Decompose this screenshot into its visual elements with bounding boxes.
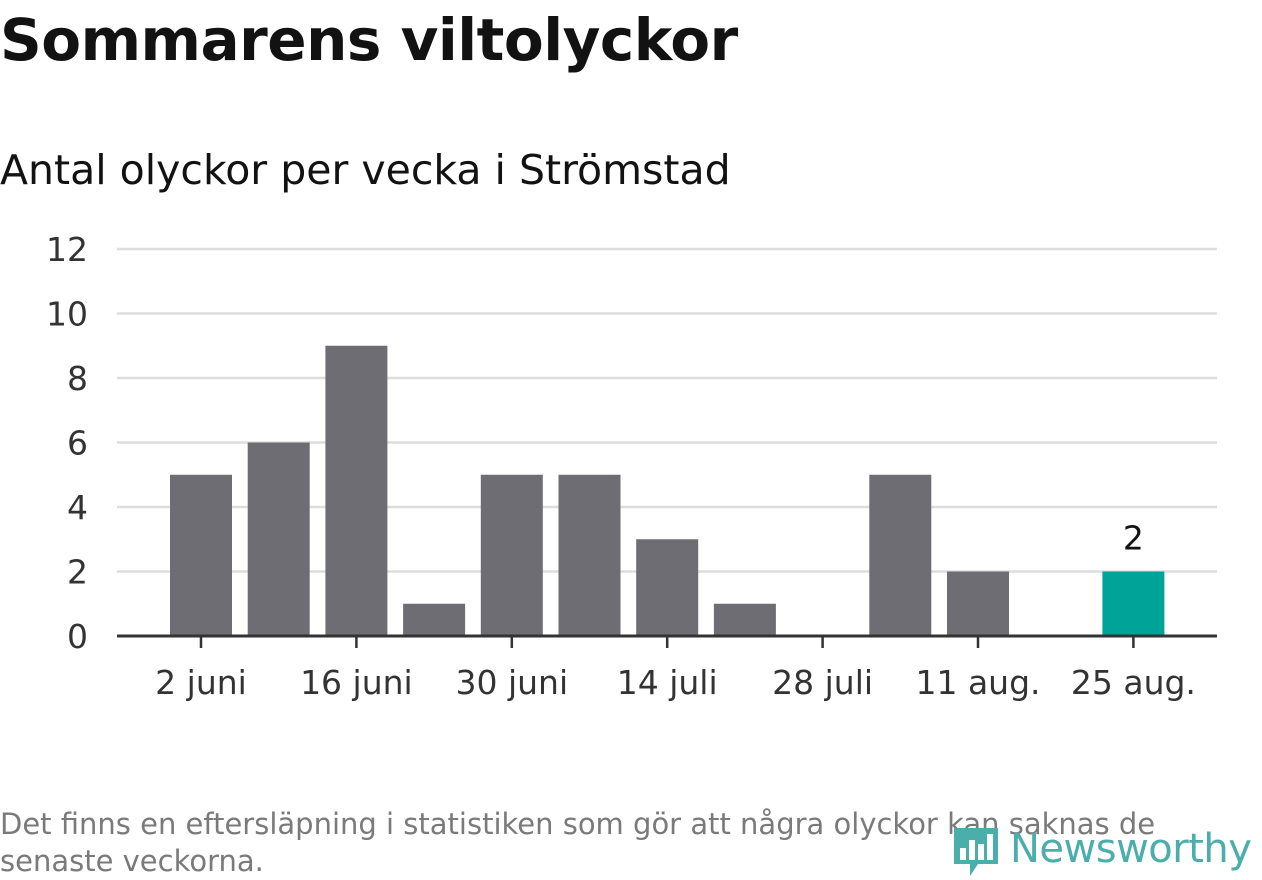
newsworthy-logo-icon [954,828,998,876]
bar [1102,571,1165,636]
bar [247,442,310,636]
x-tick-label: 30 juni [455,663,568,702]
bar-chart: 0 2 4 6 8 10 12 2 juni 16 juni 30 juni 14 juli 28 … [46,230,1217,702]
y-tick-label: 12 [46,230,88,269]
y-tick-label: 2 [67,553,88,592]
x-tick-label: 25 aug. [1071,663,1196,702]
bar [170,474,232,636]
newsworthy-logo: Newsworthy [950,818,1252,880]
y-tick-label: 0 [67,617,88,656]
y-tick-label: 4 [67,488,88,527]
x-tick-label: 16 juni [300,663,413,702]
bar [713,603,776,636]
newsworthy-logo-text: Newsworthy [1010,826,1252,872]
bar [869,474,932,636]
y-tick-label: 8 [67,359,88,398]
x-tick-label: 2 juni [155,663,247,702]
chart-subtitle: Antal olyckor per vecka i Strömstad [0,146,731,194]
bar [403,603,466,636]
bar [947,571,1009,636]
bar [558,474,621,636]
bars [170,345,1165,636]
bar [480,474,543,636]
y-tick-label: 6 [67,424,88,463]
data-label: 2 [1123,519,1144,558]
x-tick-label: 28 juli [772,663,873,702]
chart-title: Sommarens viltolyckor [0,6,738,74]
x-tick-label: 14 juli [617,663,718,702]
bar [636,539,699,636]
y-tick-label: 10 [46,295,88,334]
data-labels: 2 [1123,519,1144,558]
x-tick-label: 11 aug. [915,663,1040,702]
bar [325,345,388,636]
x-axis-ticks: 2 juni 16 juni 30 juni 14 juli 28 juli 11 aug… [155,636,1196,702]
y-axis-ticks: 0 2 4 6 8 10 12 [46,230,88,656]
